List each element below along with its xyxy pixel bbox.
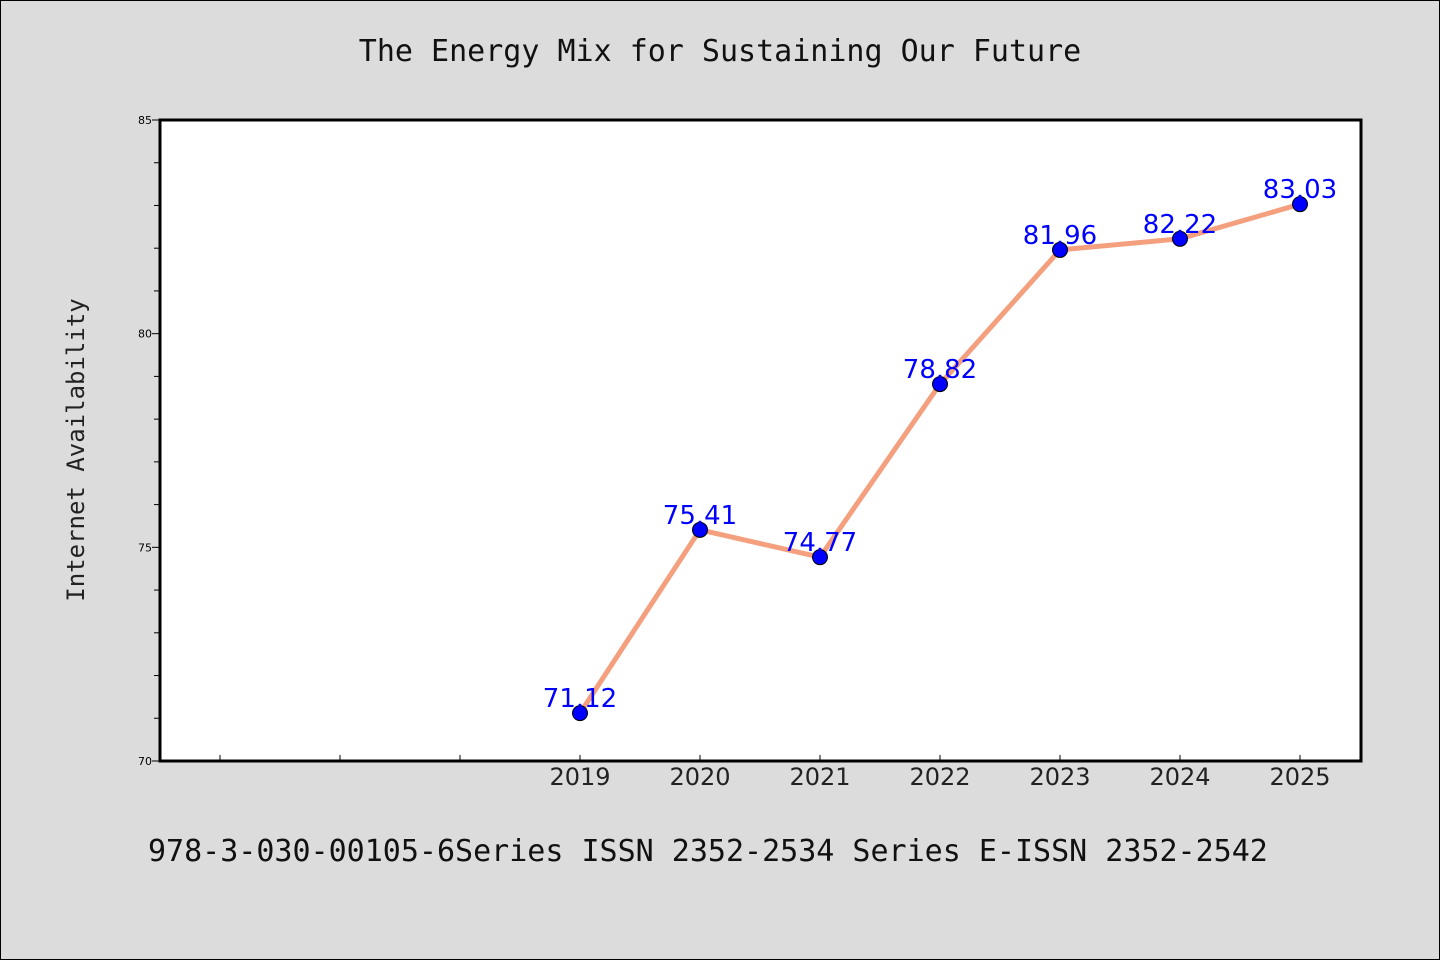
x-tick-label: 2019 — [549, 763, 610, 791]
x-tick-label: 2024 — [1149, 763, 1210, 791]
plot-area — [158, 118, 1363, 763]
data-label: 82.22 — [1143, 210, 1217, 240]
data-label: 71.12 — [543, 684, 617, 714]
data-point — [812, 549, 828, 566]
data-label: 78.82 — [903, 355, 977, 385]
x-tick-label: 2022 — [909, 763, 970, 791]
data-label: 81.96 — [1023, 221, 1097, 251]
x-tick-label: 2025 — [1269, 763, 1330, 791]
y-tick-label: 85 — [138, 114, 152, 127]
data-label: 74.77 — [783, 528, 857, 558]
footer-isbn-text: 978-3-030-00105-6Series ISSN 2352-2534 S… — [148, 834, 1268, 869]
y-tick-label: 75 — [138, 541, 152, 554]
chart-title: The Energy Mix for Sustaining Our Future — [358, 34, 1082, 69]
data-points-layer — [572, 196, 1308, 722]
data-point — [1052, 241, 1068, 258]
x-tick-label: 2023 — [1029, 763, 1090, 791]
y-tick-label: 80 — [138, 328, 152, 341]
axis-ticks: 70 75 80 85 2019 2020 2021 2022 2023 2024 2025 — [138, 114, 1331, 791]
x-tick-label: 2020 — [669, 763, 730, 791]
x-tick-label: 2021 — [789, 763, 850, 791]
data-point — [1292, 196, 1308, 213]
data-point — [692, 521, 708, 538]
y-tick-label: 70 — [138, 755, 152, 768]
data-point — [572, 705, 588, 722]
data-point — [932, 376, 948, 393]
data-label: 75.41 — [663, 501, 737, 531]
data-point — [1172, 230, 1188, 247]
data-labels-layer: 71.12 75.41 74.77 78.82 81.96 82.22 83.03 — [543, 175, 1337, 714]
data-label: 83.03 — [1263, 175, 1337, 205]
